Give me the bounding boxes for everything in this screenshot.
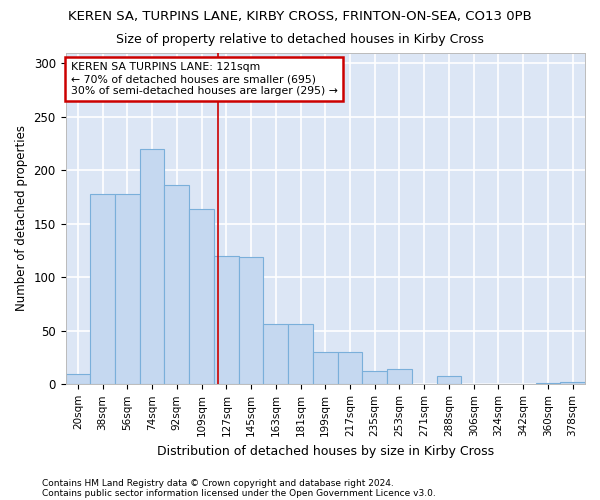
Bar [263, 324, 288, 384]
Text: KEREN SA, TURPINS LANE, KIRBY CROSS, FRINTON-ON-SEA, CO13 0PB: KEREN SA, TURPINS LANE, KIRBY CROSS, FRI… [68, 10, 532, 23]
Bar [338, 352, 362, 384]
Bar [362, 372, 387, 384]
Text: Contains HM Land Registry data © Crown copyright and database right 2024.: Contains HM Land Registry data © Crown c… [42, 478, 394, 488]
Bar [214, 256, 239, 384]
Bar [239, 257, 263, 384]
Y-axis label: Number of detached properties: Number of detached properties [15, 126, 28, 312]
Bar [313, 352, 338, 384]
Bar [288, 324, 313, 384]
Bar [115, 194, 140, 384]
Text: Size of property relative to detached houses in Kirby Cross: Size of property relative to detached ho… [116, 32, 484, 46]
Bar [65, 374, 90, 384]
Text: Contains public sector information licensed under the Open Government Licence v3: Contains public sector information licen… [42, 488, 436, 498]
Bar [387, 370, 412, 384]
X-axis label: Distribution of detached houses by size in Kirby Cross: Distribution of detached houses by size … [157, 444, 494, 458]
Text: KEREN SA TURPINS LANE: 121sqm
← 70% of detached houses are smaller (695)
30% of : KEREN SA TURPINS LANE: 121sqm ← 70% of d… [71, 62, 338, 96]
Bar [140, 149, 164, 384]
Bar [437, 376, 461, 384]
Bar [90, 194, 115, 384]
Bar [536, 383, 560, 384]
Bar [189, 209, 214, 384]
Bar [560, 382, 585, 384]
Bar [164, 185, 189, 384]
